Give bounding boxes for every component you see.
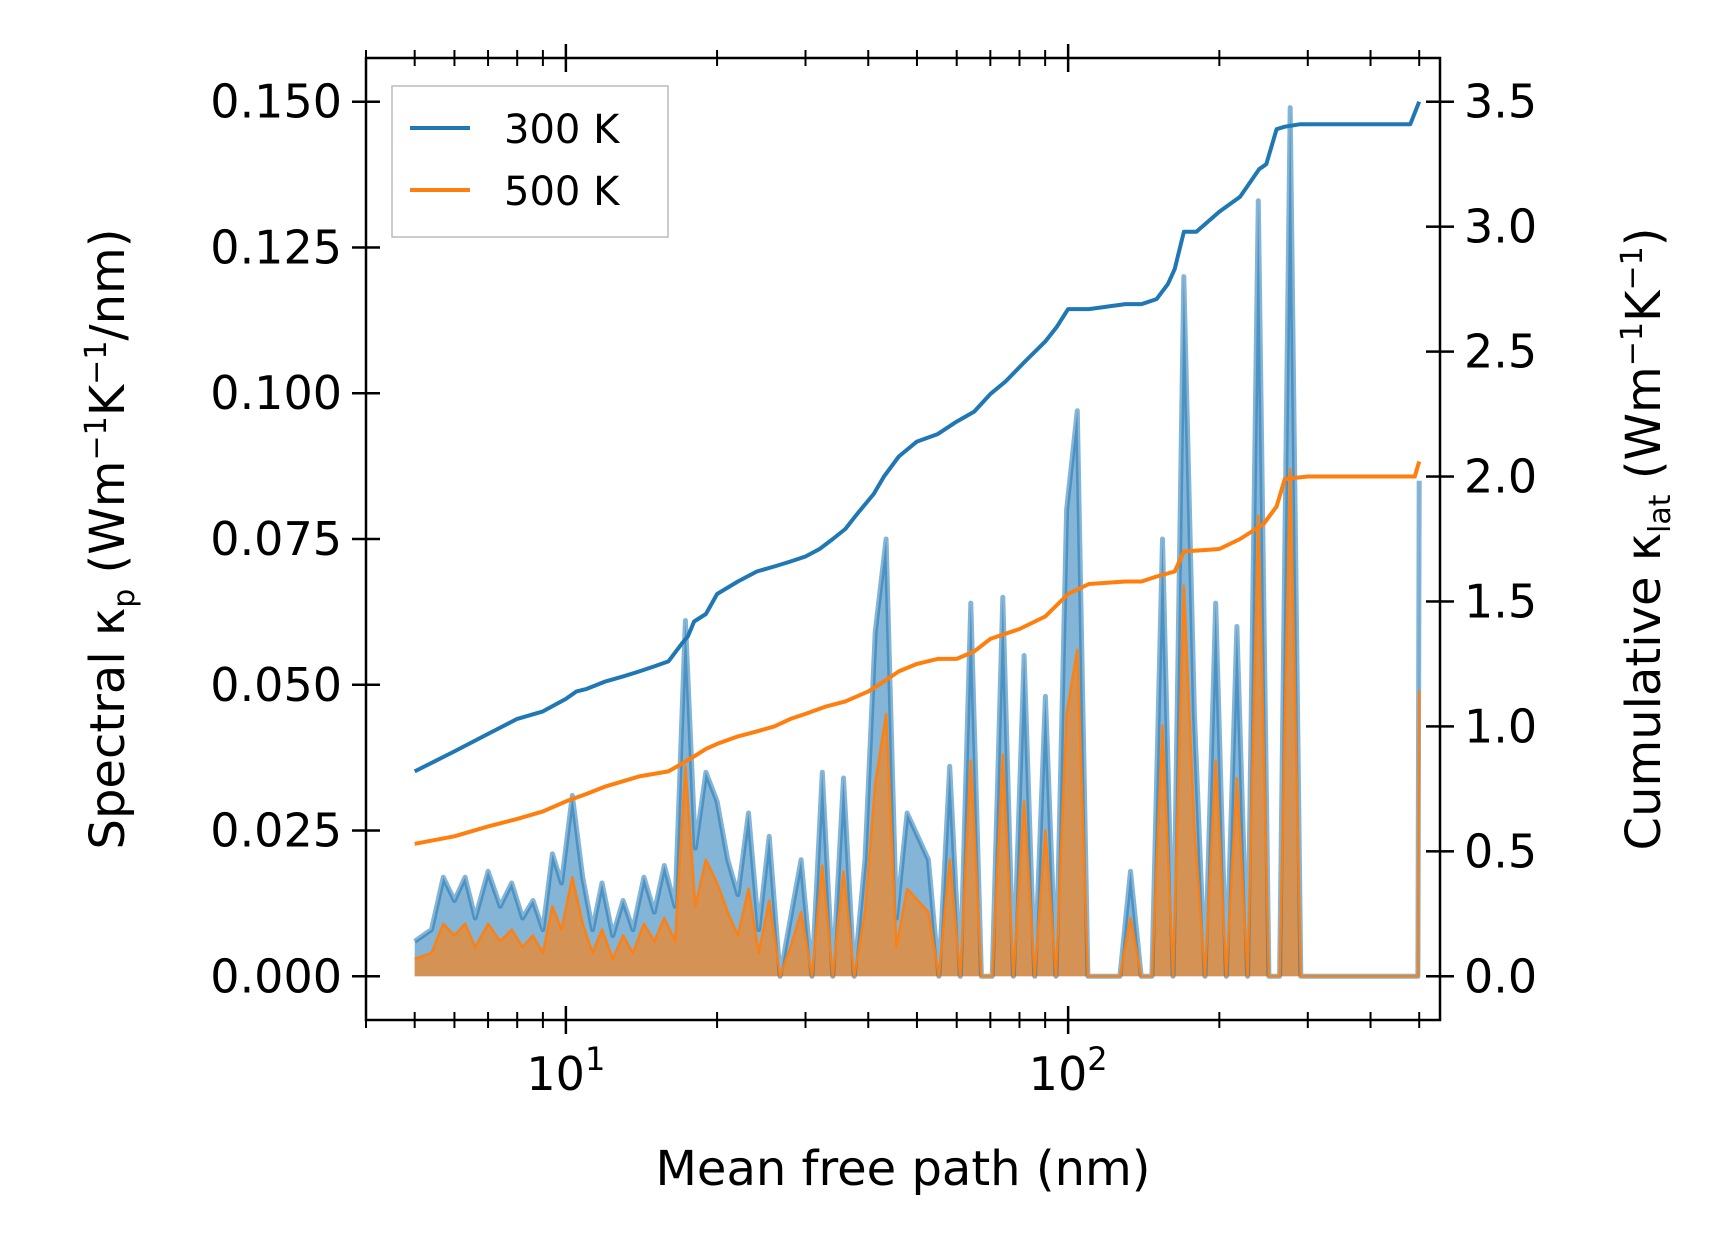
right-y-tick-label: 2.0 bbox=[1464, 450, 1537, 504]
legend-box bbox=[391, 85, 669, 238]
cumulative-lines bbox=[413, 100, 1422, 846]
spectral-line-500k bbox=[414, 467, 1421, 978]
plot-frame bbox=[364, 56, 1442, 1022]
right-y-tick-label: 3.5 bbox=[1464, 75, 1537, 129]
spectral-lines bbox=[413, 105, 1422, 979]
left-y-tick-label: 0.125 bbox=[210, 220, 342, 274]
legend-label-300k: 300 K bbox=[504, 107, 621, 153]
right-y-tick-label: 0.0 bbox=[1464, 949, 1537, 1003]
right-y-tick-label: 0.5 bbox=[1464, 824, 1537, 878]
x-axis-label: Mean free path (nm) bbox=[656, 1141, 1151, 1197]
left-y-tick-label: 0.025 bbox=[210, 804, 342, 858]
right-y-tick-label: 3.0 bbox=[1464, 200, 1537, 254]
x-tick-label: 101 bbox=[526, 1040, 605, 1101]
right-y-tick-label: 2.5 bbox=[1464, 325, 1537, 379]
right-y-tick-label: 1.5 bbox=[1464, 574, 1537, 628]
left-y-tick-label: 0.150 bbox=[210, 75, 342, 129]
axis-ticks: 0.000 0.025 0.050 0.075 0.100 0.125 0.150 0.0 0.… bbox=[210, 44, 1537, 1101]
left-y-tick-label: 0.075 bbox=[210, 512, 342, 566]
cumulative-line-300k bbox=[413, 100, 1422, 774]
left-y-tick-label: 0.050 bbox=[210, 658, 342, 712]
left-y-tick-label: 0.000 bbox=[210, 949, 342, 1003]
left-y-tick-label: 0.100 bbox=[210, 366, 342, 420]
spectral-line-300k bbox=[413, 105, 1422, 979]
cumulative-line-500k bbox=[414, 460, 1422, 846]
legend-label-500k: 500 K bbox=[504, 169, 621, 215]
x-tick-label: 102 bbox=[1029, 1040, 1108, 1101]
right-y-axis-label: Cumulative κlat (Wm−1K−1) bbox=[1615, 228, 1678, 851]
left-y-axis-label: Spectral κp (Wm−1K−1/nm) bbox=[79, 229, 142, 850]
right-y-tick-label: 1.0 bbox=[1464, 699, 1537, 753]
legend: 300 K 500 K bbox=[391, 85, 669, 238]
